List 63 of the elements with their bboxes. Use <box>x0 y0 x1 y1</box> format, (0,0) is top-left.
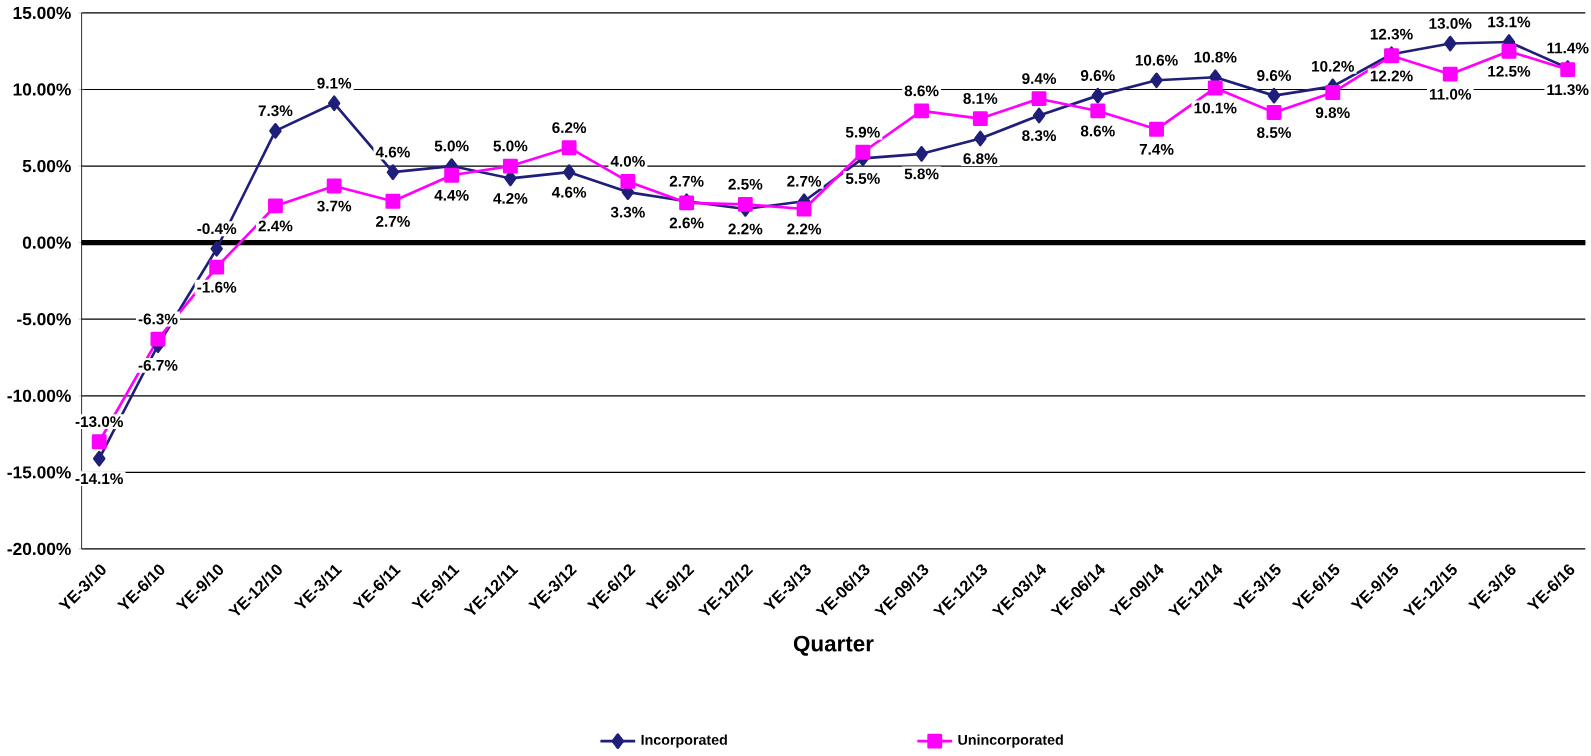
data-label: -6.3% <box>138 313 178 325</box>
data-label: -13.0% <box>75 416 124 428</box>
data-label: 3.3% <box>610 206 645 218</box>
data-label: 13.1% <box>1488 16 1531 28</box>
data-label: 8.6% <box>1080 125 1115 137</box>
data-label: 2.7% <box>669 175 704 187</box>
data-label: 8.5% <box>1257 127 1292 138</box>
data-label: 5.0% <box>493 140 528 152</box>
data-label: 4.4% <box>434 189 469 201</box>
data-label: 9.6% <box>1080 70 1115 81</box>
data-label: 5.9% <box>845 126 880 138</box>
data-label: 7.4% <box>1139 144 1174 155</box>
data-label: 2.7% <box>376 216 410 227</box>
data-label: 7.3% <box>258 105 293 117</box>
y-tick-label: -5.00% <box>17 313 71 326</box>
data-label: 2.2% <box>787 223 822 235</box>
data-label: 2.2% <box>728 223 763 235</box>
data-label: 2.6% <box>669 217 704 229</box>
data-label: 8.3% <box>1022 130 1057 142</box>
legend-label: Unincorporated <box>958 734 1063 748</box>
y-tick-label: -20.00% <box>7 542 71 556</box>
data-label: 8.6% <box>904 85 939 97</box>
data-label: 13.0% <box>1429 18 1472 29</box>
data-label: -14.1% <box>75 473 124 485</box>
data-label: 4.6% <box>375 146 410 158</box>
data-label: 4.6% <box>551 186 587 198</box>
data-label: 3.7% <box>317 200 352 212</box>
data-label: 4.0% <box>610 155 645 167</box>
data-label: 2.4% <box>258 220 293 232</box>
y-tick-label: 10.00% <box>13 83 71 96</box>
y-tick-label: 5.00% <box>22 159 71 173</box>
data-label: 10.6% <box>1135 54 1178 66</box>
y-tick-label: 0.00% <box>22 236 71 249</box>
data-label: 10.8% <box>1194 51 1237 63</box>
data-label: -6.7% <box>138 359 178 371</box>
data-label: 6.2% <box>552 122 587 134</box>
data-label: 4.2% <box>493 193 528 204</box>
data-label: 5.0% <box>434 140 469 152</box>
data-label: 8.1% <box>963 93 998 104</box>
data-label: 6.8% <box>963 153 998 165</box>
y-tick-label: -15.00% <box>7 466 71 479</box>
data-label: 11.3% <box>1547 84 1589 96</box>
data-label: 10.1% <box>1194 102 1237 114</box>
data-label: 9.8% <box>1315 107 1350 119</box>
data-label: 12.5% <box>1488 65 1531 77</box>
data-label: 5.8% <box>904 168 939 180</box>
data-label: 9.4% <box>1022 73 1057 85</box>
x-axis-title: Quarter <box>793 635 874 656</box>
data-label: 2.5% <box>728 178 763 190</box>
data-label: 12.3% <box>1370 28 1413 40</box>
data-label: 11.4% <box>1547 42 1589 54</box>
data-label: 11.0% <box>1429 88 1472 100</box>
data-label: -1.6% <box>197 281 237 293</box>
data-label: 9.6% <box>1257 70 1292 81</box>
y-tick-label: 15.00% <box>13 6 71 20</box>
data-label: -0.4% <box>197 223 237 235</box>
data-label: 9.1% <box>317 77 352 89</box>
data-label: 10.2% <box>1312 60 1355 72</box>
y-tick-label: -10.00% <box>7 389 71 402</box>
data-label: 12.2% <box>1370 70 1413 82</box>
data-label: 5.5% <box>845 173 880 184</box>
legend-label: Incorporated <box>641 734 727 748</box>
data-label: 2.7% <box>787 175 822 187</box>
